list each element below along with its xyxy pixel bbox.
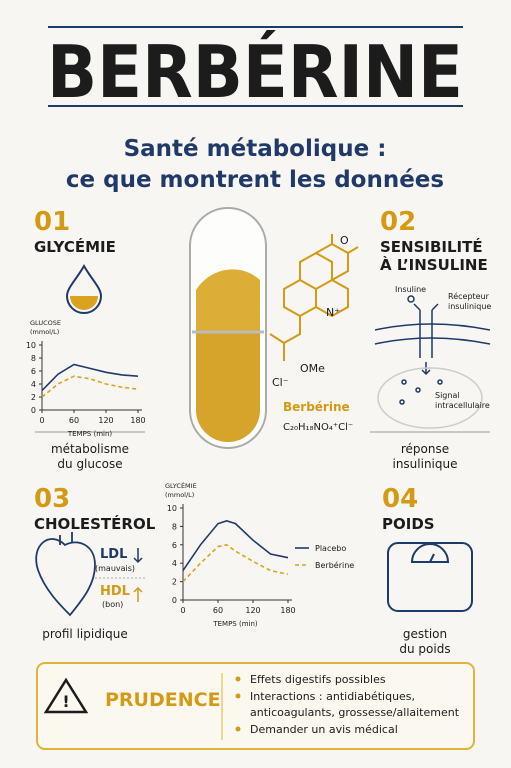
- x-tick-label: 120: [98, 416, 113, 425]
- diagram-label: insulinique: [448, 302, 491, 311]
- y-tick-label: 10: [167, 504, 177, 513]
- ldl-label: LDL: [100, 547, 127, 562]
- heart-icon: [35, 532, 96, 617]
- bullet: [235, 726, 241, 732]
- caption: gestion: [403, 627, 447, 641]
- hdl-note: (bon): [102, 600, 123, 609]
- section-number: 02: [380, 207, 416, 237]
- caption: du glucose: [57, 457, 122, 471]
- x-tick-label: 180: [130, 416, 145, 425]
- y-axis-label: (mmol/L): [165, 491, 194, 499]
- warning-item: Interactions : antidiabétiques,: [250, 690, 415, 703]
- ldl-note: (mauvais): [95, 564, 135, 573]
- atom-label: Cl⁻: [272, 376, 289, 389]
- section-title: POIDS: [382, 515, 435, 533]
- caption: du poids: [399, 642, 450, 656]
- y-tick-label: 4: [172, 559, 177, 568]
- warning-box: [36, 662, 475, 750]
- series-line: [182, 543, 289, 583]
- diagram-label: intracellulaire: [435, 401, 490, 410]
- diagram-label: Signal: [435, 391, 460, 400]
- x-tick-label: 60: [69, 416, 79, 425]
- x-tick-label: 0: [39, 416, 44, 425]
- bullet: [235, 676, 241, 682]
- title: BERBÉRINE: [47, 30, 463, 114]
- y-tick-label: 0: [31, 406, 36, 415]
- warning-item: Effets digestifs possibles: [250, 673, 386, 686]
- drop-icon: [65, 263, 103, 314]
- y-axis-label: GLYCÉMIE: [165, 481, 197, 490]
- y-tick-label: 8: [172, 522, 177, 531]
- molecule-name: Berbérine: [283, 400, 350, 414]
- legend-label: Placebo: [315, 544, 346, 553]
- hdl-label: HDL: [100, 584, 130, 599]
- section-title: À L’INSULINE: [380, 255, 488, 274]
- x-tick-label: 0: [180, 606, 185, 615]
- warning-icon: [43, 677, 89, 714]
- capsule: [189, 207, 267, 449]
- arrow-up: [133, 586, 143, 602]
- legend-label: Berbérine: [315, 560, 354, 570]
- x-tick-label: 180: [280, 606, 295, 615]
- series-line: [41, 375, 139, 398]
- y-tick-label: 10: [26, 341, 36, 350]
- y-tick-label: 6: [31, 367, 36, 376]
- caption: profil lipidique: [42, 627, 128, 641]
- warning-item: Demander un avis médical: [250, 723, 398, 736]
- section-title: SENSIBILITÉ: [380, 237, 483, 256]
- warning-icon: !: [62, 692, 69, 711]
- y-tick-label: 0: [172, 596, 177, 605]
- y-tick-label: 2: [31, 393, 36, 402]
- x-axis-label: TEMPS (min): [212, 620, 258, 628]
- atom-label: N⁺: [326, 306, 340, 319]
- y-tick-label: 6: [172, 541, 177, 550]
- molecule: [269, 234, 359, 361]
- atom-label: O: [340, 234, 349, 247]
- warning-item: anticoagulants, grossesse/allaitement: [250, 706, 460, 719]
- section-number: 04: [382, 484, 418, 514]
- section-title: GLYCÉMIE: [34, 237, 116, 256]
- warning-title: PRUDENCE: [105, 689, 221, 711]
- section-title: CHOLESTÉROL: [34, 514, 156, 533]
- diagram-label: Insuline: [395, 285, 426, 294]
- caption: métabolisme: [51, 442, 129, 456]
- diagram-label: Récepteur: [448, 291, 490, 301]
- subtitle: Santé métabolique :: [124, 136, 387, 162]
- x-tick-label: 120: [245, 606, 260, 615]
- bullet: [235, 693, 241, 699]
- y-tick-label: 8: [31, 354, 36, 363]
- caption: réponse: [401, 442, 449, 456]
- arrow-down: [133, 548, 143, 564]
- y-tick-label: 2: [172, 578, 177, 587]
- section-number: 03: [34, 484, 70, 514]
- x-tick-label: 60: [213, 606, 223, 615]
- scale-icon: [387, 542, 473, 612]
- atom-label: OMe: [300, 362, 325, 375]
- series-line: [41, 363, 139, 392]
- subtitle: ce que montrent les données: [66, 167, 444, 193]
- receptor-diagram: [374, 295, 491, 429]
- formula: C₂₀H₁₈NO₄⁺Cl⁻: [283, 422, 353, 433]
- caption: insulinique: [392, 457, 457, 471]
- section-number: 01: [34, 207, 70, 237]
- series-line: [182, 520, 289, 572]
- y-tick-label: 4: [31, 380, 36, 389]
- x-axis-label: TEMPS (min): [67, 430, 113, 438]
- y-axis-label: GLUCOSE: [30, 319, 61, 327]
- y-axis-label: (mmol/L): [30, 328, 59, 336]
